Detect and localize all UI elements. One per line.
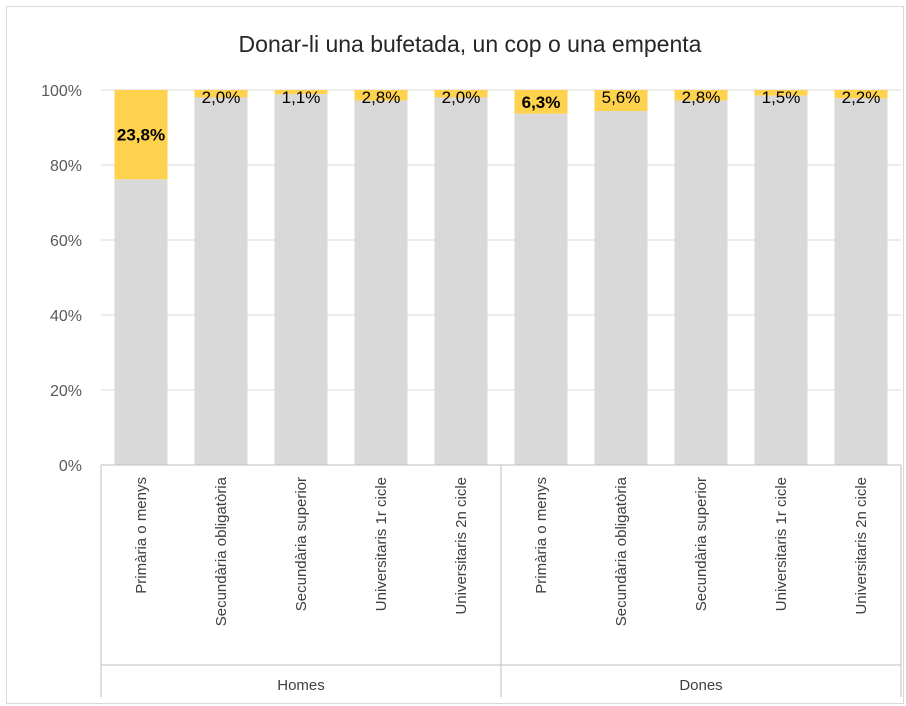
data-labels: 23,8% 2,0% 1,1% 2,8% 2,0% 6,3% 5,6% 2,8% 1,5% 2,2… [117, 88, 880, 145]
data-label: 2,8% [362, 88, 401, 107]
y-tick-label: 80% [50, 158, 82, 175]
bars [114, 90, 888, 465]
category-label: Secundària obligatòria [613, 476, 630, 626]
bar-segment [194, 90, 248, 98]
bar-segment [834, 90, 888, 99]
data-label: 6,3% [522, 93, 561, 112]
group-label: Dones [679, 677, 722, 694]
y-tick-label: 0% [59, 458, 82, 475]
category-label: Primària o menys [133, 477, 150, 594]
bar-segment [434, 97, 488, 465]
y-tick-label: 20% [50, 383, 82, 400]
bar-segment [274, 94, 328, 465]
data-label: 1,5% [762, 88, 801, 107]
bar-segment [594, 90, 648, 111]
data-label: 23,8% [117, 126, 165, 145]
bar-segment [114, 90, 168, 180]
data-label: 2,2% [842, 88, 881, 107]
category-label: Primària o menys [533, 477, 550, 594]
bar-segment [354, 90, 408, 101]
category-label: Secundària obligatòria [213, 476, 230, 626]
category-label: Universitaris 1r cicle [773, 477, 790, 611]
y-tick-label: 100% [41, 83, 82, 100]
bar-segment [114, 179, 168, 465]
bar-segment [194, 97, 248, 465]
data-label: 2,0% [442, 88, 481, 107]
data-label: 5,6% [602, 88, 641, 107]
data-label: 2,0% [202, 88, 241, 107]
data-label: 1,1% [282, 88, 321, 107]
bar-segment [514, 90, 568, 114]
data-label: 2,8% [682, 88, 721, 107]
category-label: Universitaris 1r cicle [373, 477, 390, 611]
bar-segment [594, 111, 648, 465]
chart-title: Donar-li una bufetada, un cop o una empe… [239, 31, 702, 57]
y-tick-label: 60% [50, 233, 82, 250]
category-label: Secundària superior [293, 477, 310, 611]
bar-segment [754, 90, 808, 96]
x-axis: Primària o menys Secundària obligatòria Se… [100, 464, 902, 697]
y-axis-ticks: 0% 20% 40% 60% 80% 100% [41, 83, 82, 475]
category-label: Universitaris 2n cicle [853, 477, 870, 615]
bar-segment [434, 90, 488, 98]
bar-segment [514, 113, 568, 465]
category-label: Secundària superior [693, 477, 710, 611]
bar-segment [354, 100, 408, 465]
bar-segment [674, 90, 728, 101]
category-label: Universitaris 2n cicle [453, 477, 470, 615]
bar-segment [674, 100, 728, 465]
bar-segment [834, 98, 888, 465]
group-label: Homes [277, 677, 325, 694]
y-tick-label: 40% [50, 308, 82, 325]
bar-segment [754, 95, 808, 465]
bar-segment [274, 90, 328, 95]
